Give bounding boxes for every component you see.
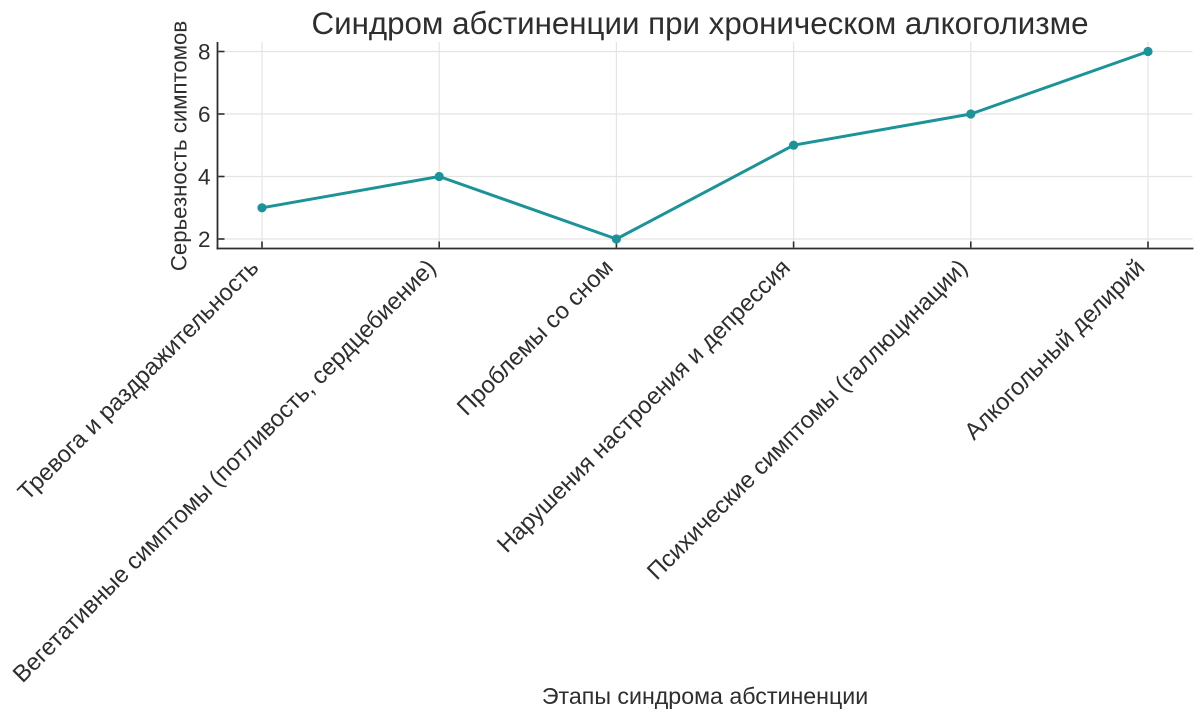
svg-text:8: 8 [198, 40, 211, 65]
svg-text:Серьезность симптомов: Серьезность симптомов [167, 21, 192, 271]
svg-text:4: 4 [198, 165, 211, 190]
svg-text:Синдром абстиненции при хронич: Синдром абстиненции при хроническом алко… [311, 6, 1088, 41]
svg-text:Этапы синдрома абстиненции: Этапы синдрома абстиненции [542, 683, 868, 709]
svg-text:6: 6 [198, 102, 211, 127]
svg-text:2: 2 [198, 227, 211, 252]
